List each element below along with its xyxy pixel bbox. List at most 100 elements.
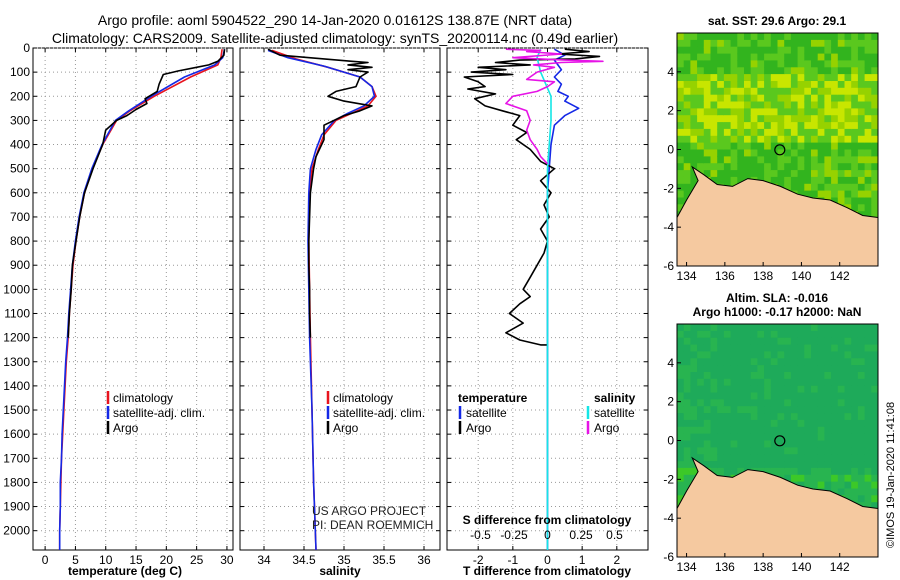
heatmap-cell bbox=[723, 454, 732, 462]
heatmap-cell bbox=[844, 163, 852, 171]
heatmap-cell bbox=[844, 337, 852, 346]
heatmap-cell bbox=[683, 481, 691, 490]
heatmap-cell bbox=[750, 81, 758, 89]
heatmap-cell bbox=[824, 94, 832, 103]
heatmap-cell bbox=[750, 163, 758, 171]
heatmap-cell bbox=[844, 101, 852, 109]
heatmap-cell bbox=[797, 406, 805, 414]
heatmap-cell bbox=[750, 60, 758, 68]
heatmap-cell bbox=[817, 385, 825, 394]
heatmap-cell bbox=[737, 115, 745, 123]
heatmap-cell bbox=[797, 351, 805, 359]
heatmap-cell bbox=[757, 324, 765, 332]
heatmap-cell bbox=[710, 74, 718, 82]
heatmap-cell bbox=[730, 176, 738, 185]
heatmap-cell bbox=[717, 135, 725, 144]
heatmap-cell bbox=[844, 87, 852, 96]
heatmap-cell bbox=[777, 392, 785, 400]
heatmap-cell bbox=[811, 372, 819, 380]
heatmap-cell bbox=[837, 324, 846, 332]
heatmap-cell bbox=[730, 87, 738, 96]
heatmap-cell bbox=[864, 163, 872, 171]
depth-tick-label: 1400 bbox=[3, 379, 30, 393]
heatmap-cell bbox=[851, 46, 859, 55]
heatmap-cell bbox=[797, 74, 805, 82]
heatmap-cell bbox=[824, 60, 832, 68]
heatmap-cell bbox=[817, 337, 825, 346]
heatmap-cell bbox=[804, 378, 812, 387]
heatmap-cell bbox=[777, 74, 785, 82]
heatmap-cell bbox=[784, 46, 792, 55]
heatmap-cell bbox=[857, 440, 866, 448]
heatmap-cell bbox=[831, 156, 839, 164]
heatmap-cell bbox=[844, 324, 852, 332]
heatmap-cell bbox=[697, 135, 705, 144]
map-x-tick-label: 140 bbox=[791, 269, 811, 283]
heatmap-cell bbox=[744, 419, 752, 428]
heatmap-cell bbox=[710, 156, 718, 164]
heatmap-cell bbox=[857, 204, 866, 212]
heatmap-cell bbox=[790, 461, 799, 469]
heatmap-cell bbox=[683, 183, 691, 192]
heatmap-cell bbox=[777, 461, 785, 469]
heatmap-cell bbox=[811, 447, 819, 455]
heatmap-cell bbox=[757, 447, 765, 455]
heatmap-cell bbox=[750, 115, 758, 123]
heatmap-cell bbox=[871, 433, 878, 442]
heatmap-cell bbox=[777, 447, 785, 455]
heatmap-cell bbox=[723, 67, 732, 75]
heatmap-cell bbox=[871, 67, 878, 75]
heatmap-cell bbox=[811, 324, 819, 332]
heatmap-cell bbox=[824, 101, 832, 109]
heatmap-cell bbox=[784, 176, 792, 185]
heatmap-cell bbox=[790, 183, 799, 192]
heatmap-cell bbox=[757, 426, 765, 435]
heatmap-cell bbox=[831, 365, 839, 373]
heatmap-cell bbox=[817, 142, 825, 151]
heatmap-cell bbox=[690, 67, 698, 75]
heatmap-cell bbox=[697, 53, 705, 62]
heatmap-cell bbox=[703, 447, 712, 455]
heatmap-cell bbox=[683, 163, 691, 171]
heatmap-cell bbox=[871, 330, 878, 339]
heatmap-cell bbox=[871, 351, 878, 359]
heatmap-cell bbox=[697, 156, 705, 164]
heatmap-cell bbox=[710, 440, 718, 448]
heatmap-cell bbox=[790, 365, 799, 373]
heatmap-cell bbox=[777, 115, 785, 123]
heatmap-cell bbox=[703, 392, 712, 400]
heatmap-cell bbox=[851, 385, 859, 394]
heatmap-cell bbox=[804, 413, 812, 421]
heatmap-cell bbox=[737, 94, 745, 103]
heatmap-cell bbox=[744, 406, 752, 414]
heatmap-cell bbox=[683, 156, 691, 164]
heatmap-cell bbox=[730, 467, 738, 476]
heatmap-cell bbox=[744, 461, 752, 469]
s-diff-tick-label: -0.25 bbox=[500, 528, 528, 542]
heatmap-cell bbox=[857, 488, 866, 496]
heatmap-cell bbox=[871, 149, 878, 157]
heatmap-cell bbox=[864, 385, 872, 394]
heatmap-cell bbox=[871, 33, 878, 41]
heatmap-cell bbox=[770, 447, 779, 455]
heatmap-cell bbox=[717, 81, 725, 89]
heatmap-cell bbox=[737, 33, 745, 41]
heatmap-cell bbox=[844, 467, 852, 476]
heatmap-cell bbox=[683, 46, 691, 55]
heatmap-cell bbox=[723, 324, 732, 332]
heatmap-cell bbox=[790, 474, 799, 483]
heatmap-cell bbox=[737, 163, 745, 171]
heatmap-cell bbox=[757, 128, 765, 137]
heatmap-cell bbox=[824, 372, 832, 380]
heatmap-cell bbox=[797, 330, 805, 339]
s-diff-tick-label: 0.5 bbox=[606, 528, 623, 542]
heatmap-cell bbox=[737, 378, 745, 387]
heatmap-cell bbox=[857, 447, 866, 455]
heatmap-cell bbox=[737, 46, 745, 55]
depth-ticks: 0100200300400500600700800900100011001200… bbox=[3, 41, 30, 538]
heatmap-cell bbox=[777, 53, 785, 62]
heatmap-cell bbox=[804, 183, 812, 192]
heatmap-cell bbox=[770, 454, 779, 462]
heatmap-cell bbox=[811, 399, 819, 407]
heatmap-cell bbox=[790, 467, 799, 476]
